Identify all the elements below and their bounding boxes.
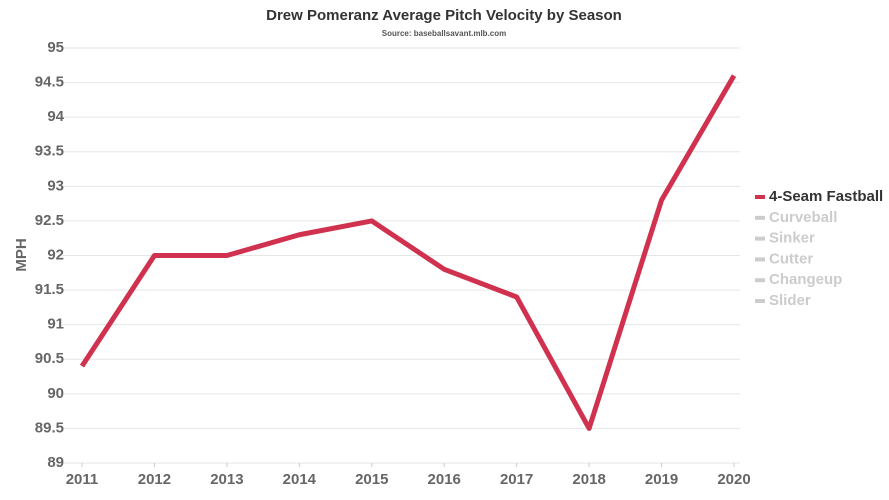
- chart-title: Drew Pomeranz Average Pitch Velocity by …: [266, 7, 622, 24]
- x-tick-label: 2013: [210, 471, 243, 488]
- y-tick-label: 95: [47, 39, 64, 56]
- x-tick-label: 2019: [645, 471, 678, 488]
- y-tick-label: 92: [47, 246, 64, 263]
- x-tick-label: 2014: [283, 471, 317, 488]
- y-tick-label: 90: [47, 385, 64, 402]
- x-tick-label: 2020: [717, 471, 750, 488]
- y-tick-label: 93.5: [35, 143, 64, 160]
- y-tick-label: 94: [47, 108, 64, 125]
- y-tick-label: 89: [47, 454, 64, 471]
- legend-label[interactable]: 4-Seam Fastball: [769, 188, 883, 205]
- chart-subtitle: Source: baseballsavant.mlb.com: [382, 29, 507, 38]
- x-tick-label: 2012: [138, 471, 171, 488]
- legend-label[interactable]: Changeup: [769, 271, 842, 288]
- x-tick-label: 2011: [66, 471, 99, 488]
- y-tick-label: 91.5: [35, 281, 64, 298]
- series-line: [79, 74, 737, 431]
- y-tick-label: 94.5: [35, 74, 64, 91]
- y-axis-label: MPH: [13, 238, 30, 271]
- x-tick-label: 2018: [572, 471, 605, 488]
- legend-label[interactable]: Curveball: [769, 209, 837, 226]
- x-tick-label: 2017: [500, 471, 533, 488]
- y-tick-label: 92.5: [35, 212, 64, 229]
- x-tick-label: 2015: [355, 471, 388, 488]
- x-tick-label: 2016: [428, 471, 461, 488]
- y-tick-label: 90.5: [35, 350, 64, 367]
- y-tick-label: 91: [47, 316, 64, 333]
- legend-label[interactable]: Sinker: [769, 230, 815, 247]
- y-tick-label: 93: [47, 177, 64, 194]
- legend-label[interactable]: Cutter: [769, 250, 813, 267]
- legend-label[interactable]: Slider: [769, 292, 811, 309]
- y-tick-label: 89.5: [35, 419, 64, 436]
